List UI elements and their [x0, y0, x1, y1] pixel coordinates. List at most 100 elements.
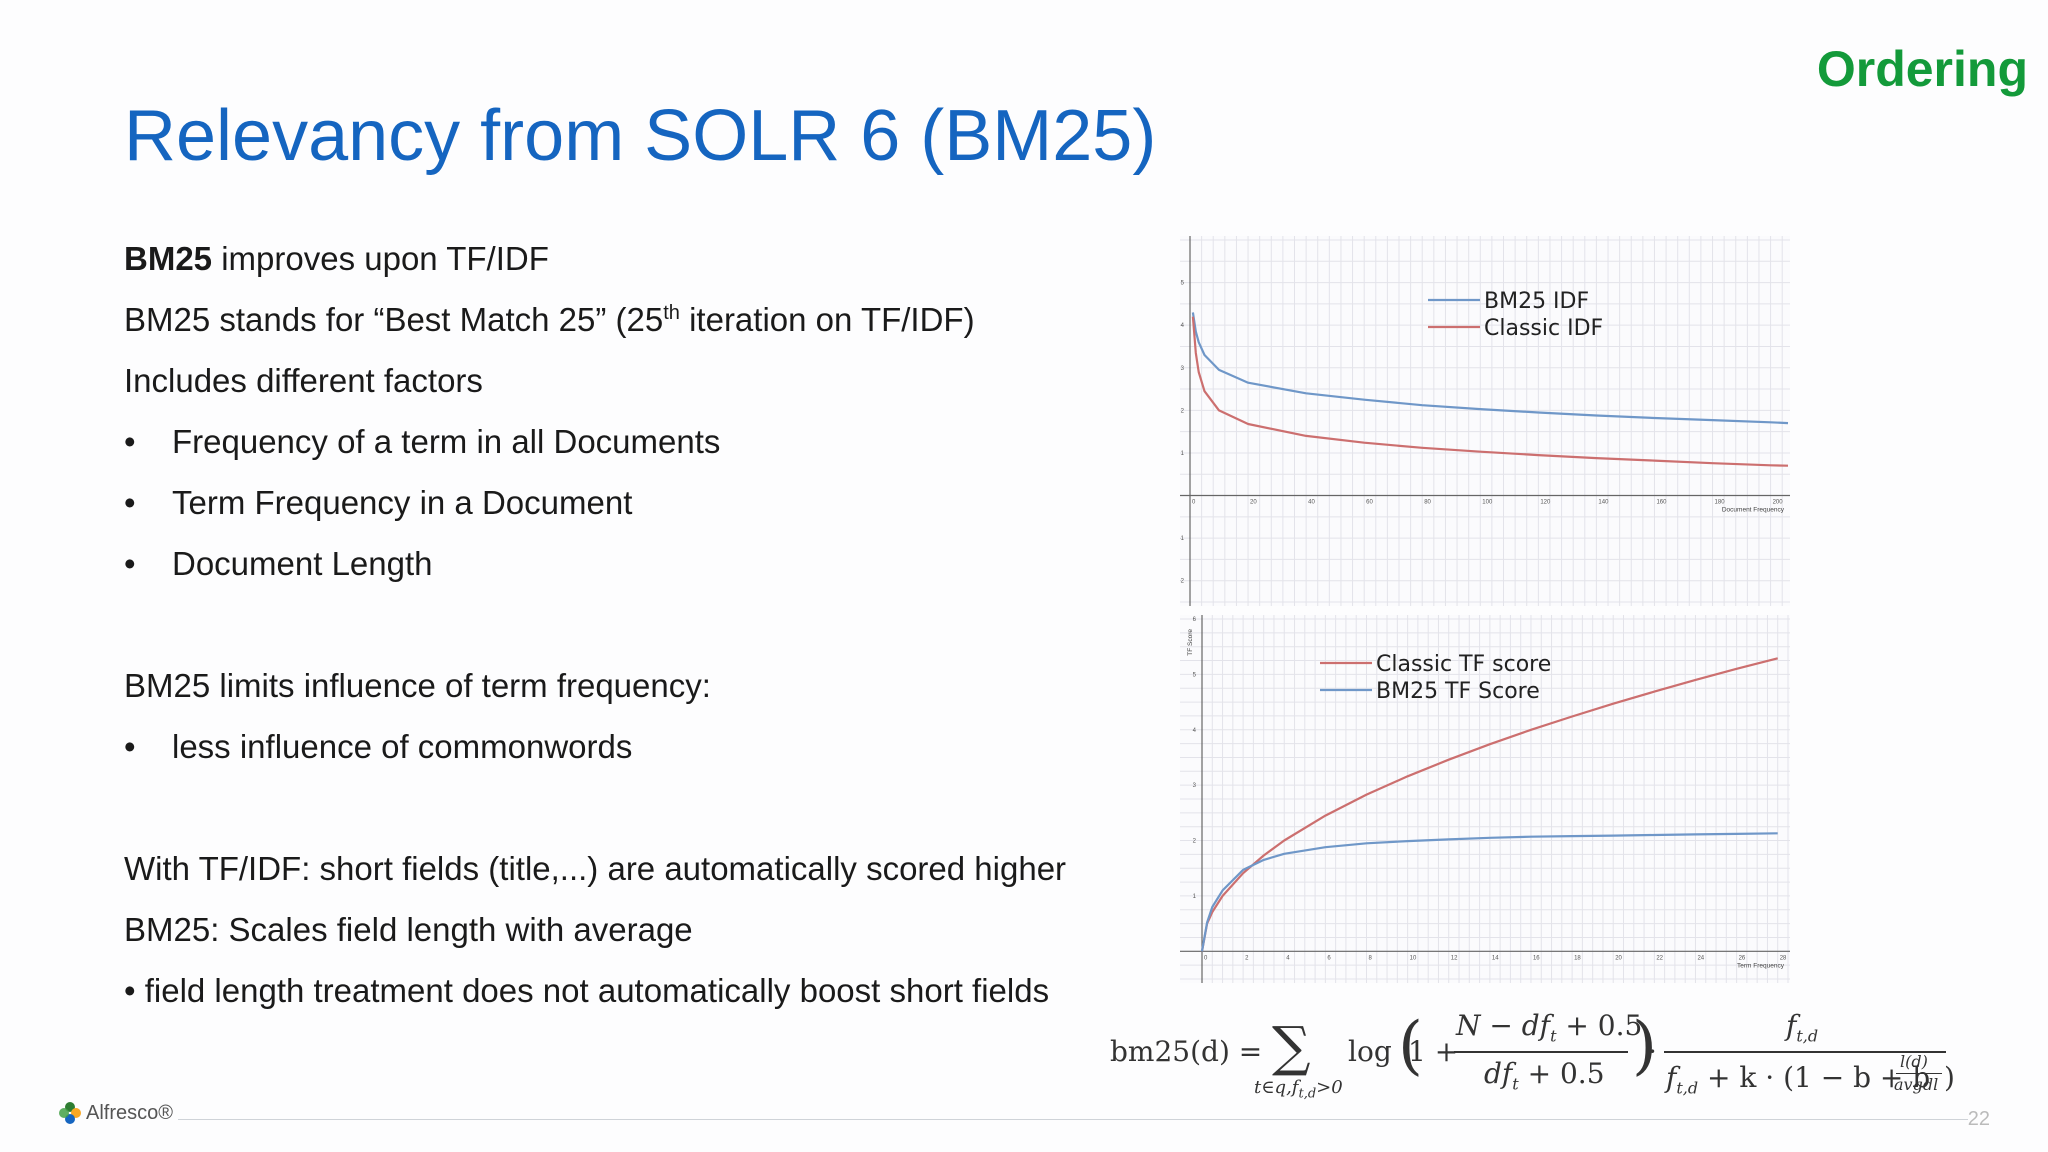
idf-chart: 0 20 40 60 80 100 120 140 160 180 200 -2 -1 1 2 3 4 5 Docu…	[1180, 236, 1790, 606]
series-line-1	[1191, 316, 1789, 467]
factor-bullet: • Term Frequency in a Document	[124, 472, 1124, 533]
legend-label: BM25 IDF	[1484, 289, 1589, 314]
x-tick-label: 20	[1250, 500, 1257, 506]
y-tick-label: 1	[1193, 894, 1197, 900]
x-tick-label: 12	[1451, 955, 1458, 961]
x-tick-label: 80	[1424, 500, 1431, 506]
num1-sub: t	[1550, 1026, 1557, 1046]
bullet-text: Term Frequency in a Document	[172, 484, 633, 521]
bullet-text: Frequency of a term in all Documents	[172, 423, 721, 460]
body-line-2: BM25 stands for “Best Match 25” (25th it…	[124, 289, 1124, 350]
bullet-dot: •	[124, 545, 136, 582]
section-tag: Ordering	[1816, 41, 2028, 97]
sum-sub-sub: t,d	[1298, 1086, 1317, 1102]
y-tick-label: 1	[1181, 451, 1185, 457]
x-axis-label: Term Frequency	[1737, 962, 1785, 969]
x-axis-label: Document Frequency	[1722, 507, 1785, 514]
frac-line-3	[1896, 1073, 1942, 1074]
x-tick-label: 140	[1598, 500, 1609, 506]
legend-label: BM25 TF Score	[1376, 679, 1540, 704]
formula-close-paren: )	[1632, 1009, 1657, 1083]
bm25-bold: BM25	[124, 240, 213, 277]
factor-bullet: • Frequency of a term in all Documents	[124, 411, 1124, 472]
body-line-4: BM25 limits influence of term frequency:	[124, 667, 711, 704]
x-tick-label: 28	[1780, 955, 1787, 961]
formula-sum-subscript: t∈q,ft,d>0	[1254, 1077, 1343, 1102]
body-line-1-rest: improves upon TF/IDF	[212, 240, 549, 277]
body-line-3: Includes different factors	[124, 362, 483, 399]
formula-num2: ft,d	[1786, 1009, 1818, 1046]
x-tick-label: 6	[1327, 955, 1331, 961]
slide-body: BM25 improves upon TF/IDF BM25 stands fo…	[124, 228, 1124, 1021]
x-tick-label: 14	[1492, 955, 1499, 961]
alfresco-logo: Alfresco®	[58, 1101, 173, 1125]
frac-line-2	[1664, 1051, 1946, 1053]
x-tick-label: 8	[1368, 955, 1372, 961]
formula-den1: dft + 0.5	[1484, 1057, 1605, 1094]
sum-sub-end: >0	[1316, 1077, 1343, 1098]
x-tick-label: 200	[1773, 500, 1784, 506]
y-axis-label: IDF Score	[1180, 250, 1182, 280]
body-line-2-pre: BM25 stands for “Best Match 25” (25	[124, 301, 664, 338]
bullet-dot: •	[124, 423, 136, 460]
num2-sub: t,d	[1796, 1026, 1819, 1046]
y-tick-label: -2	[1180, 579, 1185, 585]
y-tick-label: 3	[1193, 783, 1197, 789]
formula-open-paren: (	[1398, 1009, 1423, 1083]
formula-den2: ft,d + k · (1 − b + b	[1666, 1061, 1930, 1098]
den2-sub: t,d	[1676, 1078, 1699, 1098]
x-tick-label: 16	[1533, 955, 1540, 961]
legend-label: Classic TF score	[1376, 652, 1551, 677]
x-tick-label: 60	[1366, 500, 1373, 506]
body-line-1: BM25 improves upon TF/IDF	[124, 228, 1124, 289]
y-tick-label: 6	[1193, 617, 1197, 623]
den2-frac-den: avgdl	[1894, 1075, 1939, 1094]
alfresco-flower-icon	[59, 1102, 81, 1124]
x-tick-label: 120	[1540, 500, 1551, 506]
formula-dot: ·	[1648, 1035, 1657, 1068]
x-tick-label: 0	[1204, 955, 1208, 961]
den2-end: )	[1944, 1061, 1955, 1094]
formula-one-plus: 1 +	[1408, 1035, 1459, 1068]
den2-frac-num: l(d)	[1900, 1052, 1928, 1071]
x-tick-label: 20	[1615, 955, 1622, 961]
legend-label: Classic IDF	[1484, 316, 1603, 341]
y-tick-label: 3	[1181, 366, 1185, 372]
series-line-0	[1200, 657, 1778, 952]
den2-mid: + k · (1 − b + b	[1698, 1061, 1931, 1094]
body-line-5: With TF/IDF: short fields (title,...) ar…	[124, 850, 1067, 887]
y-axis-label: TF Score	[1187, 629, 1194, 656]
bullet-dot: •	[124, 728, 136, 765]
y-tick-label: 5	[1193, 672, 1197, 678]
y-tick-label: 4	[1193, 728, 1197, 734]
bullet-dot: •	[124, 484, 136, 521]
frac-line-1	[1454, 1051, 1628, 1053]
x-tick-label: 10	[1410, 955, 1417, 961]
x-tick-label: 40	[1308, 500, 1315, 506]
influence-bullet: • less influence of commonwords	[124, 716, 1124, 777]
slide-title: Relevancy from SOLR 6 (BM25)	[124, 96, 1157, 176]
formula-log: log	[1348, 1035, 1392, 1068]
y-tick-label: 2	[1181, 408, 1185, 414]
x-tick-label: 180	[1715, 500, 1726, 506]
body-line-2-sup: th	[663, 302, 680, 324]
y-tick-label: 4	[1181, 323, 1185, 329]
sum-sub-text: t∈q,f	[1254, 1077, 1299, 1098]
num2-text: f	[1786, 1009, 1797, 1042]
x-tick-label: 100	[1482, 500, 1493, 506]
bullet-text: Document Length	[172, 545, 433, 582]
x-tick-label: 24	[1697, 955, 1704, 961]
factor-bullet: • Document Length	[124, 533, 1124, 594]
page-number: 22	[1967, 1108, 1990, 1130]
chart-background	[1180, 236, 1790, 606]
x-tick-label: 4	[1286, 955, 1290, 961]
num1-end: + 0.5	[1556, 1009, 1643, 1042]
body-line-6: BM25: Scales field length with average	[124, 911, 693, 948]
x-tick-label: 22	[1656, 955, 1663, 961]
formula-num1: N − dft + 0.5	[1456, 1009, 1642, 1046]
den1-end: + 0.5	[1518, 1057, 1605, 1090]
series-line-1	[1200, 832, 1778, 952]
logo-text: Alfresco®	[86, 1101, 173, 1124]
x-tick-label: 0	[1192, 500, 1196, 506]
den1-sub: t	[1512, 1074, 1519, 1094]
